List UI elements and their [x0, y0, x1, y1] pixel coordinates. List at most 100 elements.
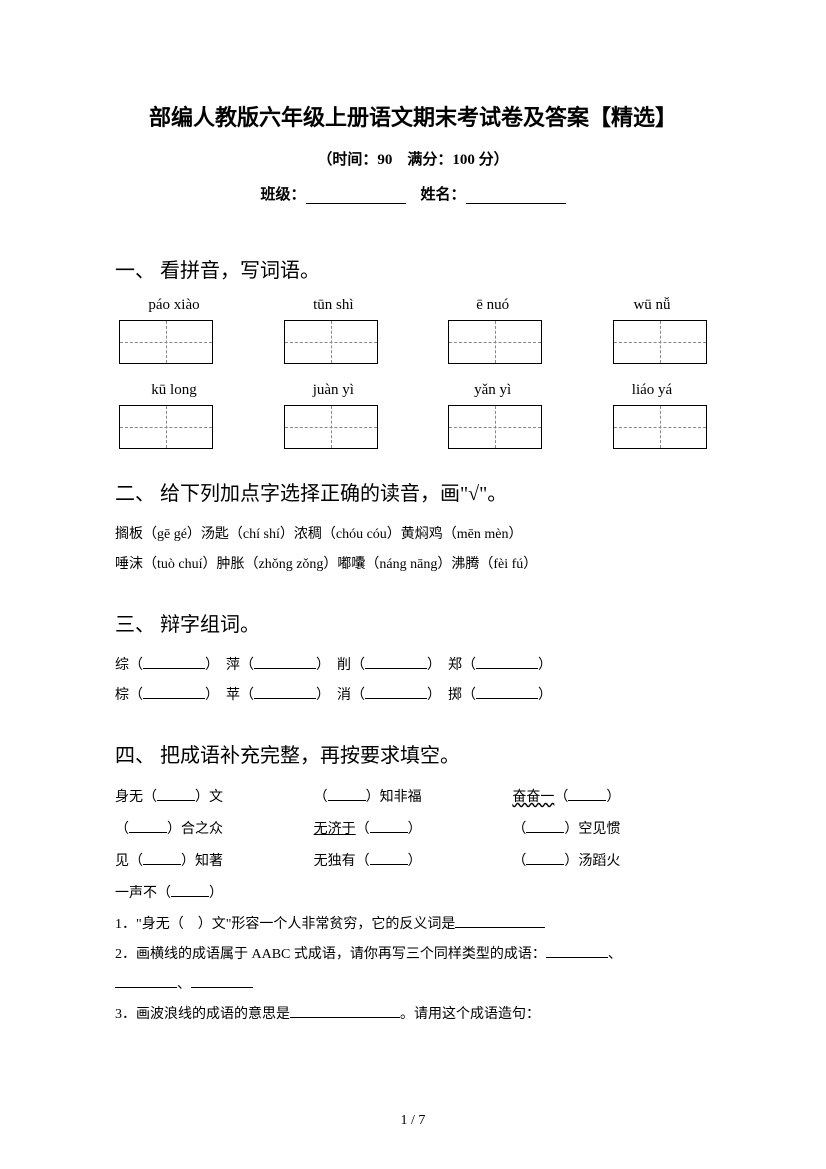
idiom-text: 一声不（: [115, 886, 171, 901]
char-input-box[interactable]: [448, 320, 542, 364]
question-4-1: 1．"身无（ ）文"形容一个人非常贫穷，它的反义词是: [115, 910, 711, 940]
fill-blank[interactable]: [526, 818, 564, 833]
pinyin-label: ē nuó: [438, 297, 548, 314]
question-4-2-cont: 、: [115, 970, 711, 1000]
document-subtitle: （时间：90 满分：100 分）: [115, 148, 711, 169]
fill-blank[interactable]: [365, 684, 427, 699]
document-title: 部编人教版六年级上册语文期末考试卷及答案【精选】: [115, 100, 711, 132]
idiom-text: （: [314, 790, 328, 805]
idiom-text: ）: [408, 854, 422, 869]
name-blank[interactable]: [466, 190, 566, 204]
fill-blank[interactable]: [143, 684, 205, 699]
char-prompt: ） 消（: [316, 688, 365, 703]
idiom-text-wavy: 奋奋一: [512, 790, 554, 805]
student-info-line: 班级： 姓名：: [115, 183, 711, 204]
idiom-text: 无独有（: [314, 854, 370, 869]
idiom-text: （: [554, 790, 568, 805]
question-text: 、: [177, 977, 191, 992]
section-2-line-2: 唾沫（tuò chuí）肿胀（zhǒng zǒng）嘟囔（náng nāng）沸…: [115, 550, 711, 580]
section-4-header: 四、 把成语补充完整，再按要求填空。: [115, 739, 711, 768]
idiom-text: （: [512, 854, 526, 869]
question-text: 。请用这个成语造句：: [400, 1007, 540, 1022]
question-text: 3．画波浪线的成语的意思是: [115, 1007, 290, 1022]
pinyin-label: páo xiào: [119, 297, 229, 314]
class-blank[interactable]: [306, 190, 406, 204]
fill-blank[interactable]: [476, 654, 538, 669]
idiom-grid: 身无（）文 （）知非福 奋奋一（） （）合之众 无济于（） （）空见惯 见（）知…: [115, 782, 711, 910]
section-3-row-1: 综（ ） 萍（ ） 削（ ） 郑（ ）: [115, 651, 711, 681]
idiom-text: ）空见惯: [564, 822, 620, 837]
char-input-box[interactable]: [284, 320, 378, 364]
fill-blank[interactable]: [157, 786, 195, 801]
fill-blank[interactable]: [115, 973, 177, 988]
pinyin-label: wū nǚ: [597, 297, 707, 314]
pinyin-label: liáo yá: [597, 382, 707, 399]
fill-blank[interactable]: [370, 850, 408, 865]
idiom-text: ）: [606, 790, 620, 805]
fill-blank[interactable]: [370, 818, 408, 833]
idiom-text: （: [512, 822, 526, 837]
fill-blank[interactable]: [143, 850, 181, 865]
idiom-text: ）合之众: [167, 822, 223, 837]
section-3-header: 三、 辩字组词。: [115, 608, 711, 637]
pinyin-label: juàn yì: [278, 382, 388, 399]
question-text: 1．"身无（ ）文"形容一个人非常贫穷，它的反义词是: [115, 917, 455, 932]
idiom-text: ）: [408, 822, 422, 837]
idiom-text: ）知著: [181, 854, 223, 869]
question-text: 2．画横线的成语属于 AABC 式成语，请你再写三个同样类型的成语：: [115, 947, 546, 962]
char-prompt: 棕（: [115, 688, 143, 703]
char-input-box[interactable]: [119, 320, 213, 364]
char-input-box[interactable]: [284, 405, 378, 449]
class-label: 班级：: [260, 187, 305, 203]
char-input-box[interactable]: [613, 320, 707, 364]
pinyin-row-1: páo xiào tūn shì ē nuó wū nǚ: [115, 297, 711, 314]
char-prompt: ） 郑（: [427, 658, 476, 673]
idiom-text: （: [115, 822, 129, 837]
fill-blank[interactable]: [290, 1003, 400, 1018]
idiom-text-underline: 无济于: [314, 822, 356, 837]
char-prompt: ）: [538, 658, 552, 673]
char-prompt: ） 苹（: [205, 688, 254, 703]
idiom-text: ）文: [195, 790, 223, 805]
fill-blank[interactable]: [455, 913, 545, 928]
question-4-3: 3．画波浪线的成语的意思是 。请用这个成语造句：: [115, 1000, 711, 1030]
idiom-text: ）知非福: [366, 790, 422, 805]
question-4-2: 2．画横线的成语属于 AABC 式成语，请你再写三个同样类型的成语： 、: [115, 940, 711, 970]
char-prompt: 综（: [115, 658, 143, 673]
fill-blank[interactable]: [254, 654, 316, 669]
pinyin-label: tūn shì: [278, 297, 388, 314]
fill-blank[interactable]: [254, 684, 316, 699]
fill-blank[interactable]: [526, 850, 564, 865]
name-label: 姓名：: [421, 187, 466, 203]
char-input-box[interactable]: [448, 405, 542, 449]
pinyin-label: kū long: [119, 382, 229, 399]
fill-blank[interactable]: [546, 943, 608, 958]
char-prompt: ） 萍（: [205, 658, 254, 673]
char-input-box[interactable]: [119, 405, 213, 449]
fill-blank[interactable]: [476, 684, 538, 699]
page-number: 1 / 7: [0, 1113, 826, 1129]
section-2-line-1: 搁板（gē gé）汤匙（chí shí）浓稠（chóu cóu）黄焖鸡（mēn …: [115, 520, 711, 550]
fill-blank[interactable]: [171, 882, 209, 897]
char-input-box[interactable]: [613, 405, 707, 449]
fill-blank[interactable]: [328, 786, 366, 801]
idiom-text: （: [356, 822, 370, 837]
section-3-row-2: 棕（ ） 苹（ ） 消（ ） 掷（ ）: [115, 681, 711, 711]
pinyin-row-2: kū long juàn yì yǎn yì liáo yá: [115, 382, 711, 399]
fill-blank[interactable]: [568, 786, 606, 801]
fill-blank[interactable]: [365, 654, 427, 669]
pinyin-label: yǎn yì: [438, 382, 548, 399]
char-prompt: ） 削（: [316, 658, 365, 673]
question-text: 、: [608, 947, 622, 962]
fill-blank[interactable]: [143, 654, 205, 669]
idiom-text: ）: [209, 886, 223, 901]
char-prompt: ）: [538, 688, 552, 703]
idiom-text: 见（: [115, 854, 143, 869]
idiom-text: ）汤蹈火: [564, 854, 620, 869]
fill-blank[interactable]: [129, 818, 167, 833]
section-1-header: 一、 看拼音，写词语。: [115, 254, 711, 283]
char-prompt: ） 掷（: [427, 688, 476, 703]
idiom-text: 身无（: [115, 790, 157, 805]
char-box-row: [115, 320, 711, 364]
fill-blank[interactable]: [191, 973, 253, 988]
